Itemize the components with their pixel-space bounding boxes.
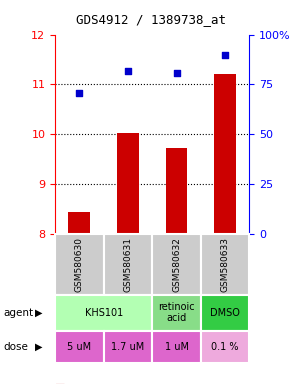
Bar — [117, 133, 139, 234]
Text: dose: dose — [3, 342, 28, 352]
Bar — [201, 295, 249, 331]
Point — [126, 68, 130, 74]
Bar — [68, 212, 90, 234]
Bar — [55, 234, 104, 295]
Bar — [152, 234, 201, 295]
Bar — [201, 234, 249, 295]
Bar — [152, 295, 201, 331]
Text: GSM580630: GSM580630 — [75, 237, 84, 292]
Text: ▶: ▶ — [35, 342, 43, 352]
Text: ■: ■ — [55, 383, 66, 384]
Point — [77, 90, 82, 96]
Text: KHS101: KHS101 — [85, 308, 123, 318]
Text: retinoic
acid: retinoic acid — [158, 302, 195, 323]
Bar — [152, 331, 201, 363]
Text: agent: agent — [3, 308, 33, 318]
Bar — [104, 234, 152, 295]
Text: GSM580631: GSM580631 — [124, 237, 133, 292]
Bar — [201, 331, 249, 363]
Bar — [104, 331, 152, 363]
Point — [174, 70, 179, 76]
Text: 5 uM: 5 uM — [67, 342, 91, 352]
Text: 0.1 %: 0.1 % — [211, 342, 239, 352]
Bar — [214, 74, 236, 234]
Text: GSM580632: GSM580632 — [172, 237, 181, 292]
Text: GDS4912 / 1389738_at: GDS4912 / 1389738_at — [76, 13, 226, 26]
Text: GSM580633: GSM580633 — [221, 237, 230, 292]
Bar — [55, 295, 152, 331]
Text: DMSO: DMSO — [210, 308, 240, 318]
Point — [223, 51, 227, 58]
Bar — [55, 331, 104, 363]
Text: 1.7 uM: 1.7 uM — [111, 342, 145, 352]
Text: 1 uM: 1 uM — [164, 342, 188, 352]
Text: ▶: ▶ — [35, 308, 43, 318]
Bar — [166, 148, 187, 234]
